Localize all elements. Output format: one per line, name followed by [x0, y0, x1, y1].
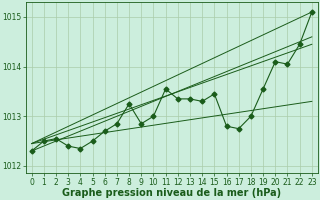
X-axis label: Graphe pression niveau de la mer (hPa): Graphe pression niveau de la mer (hPa): [62, 188, 281, 198]
